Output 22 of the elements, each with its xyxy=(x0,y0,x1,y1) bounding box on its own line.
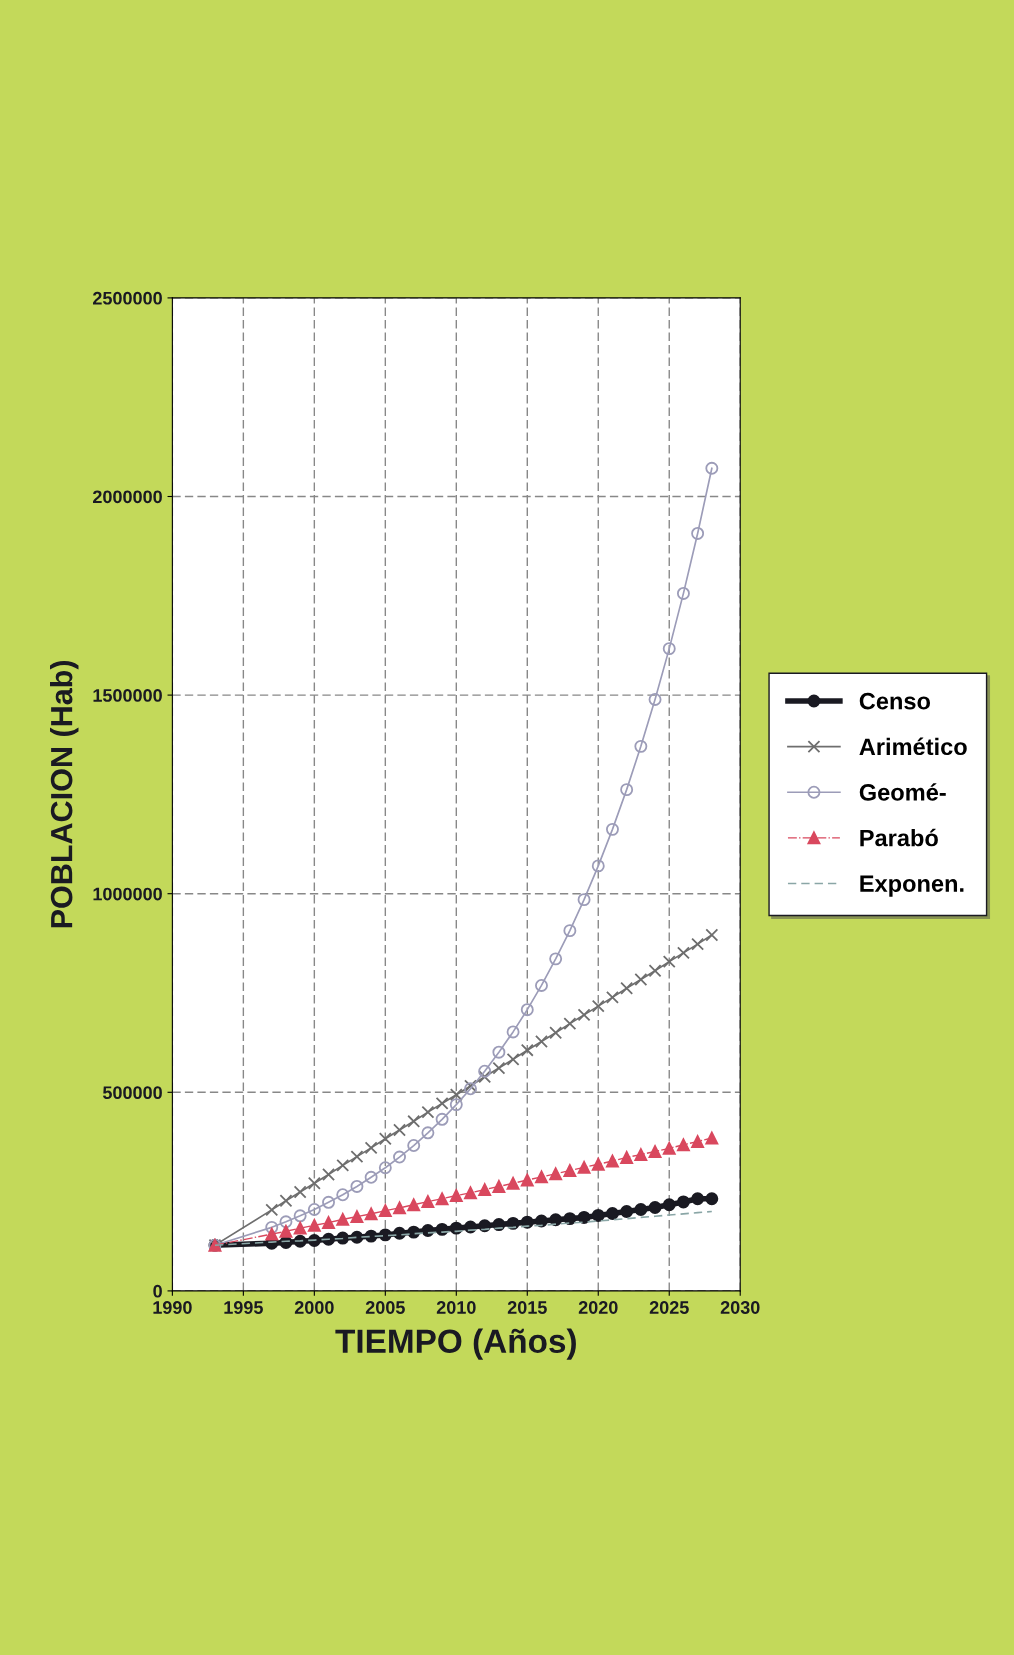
legend-label: Censo xyxy=(859,692,931,710)
y-tick-label: 1500000 xyxy=(93,689,162,702)
x-tick-label: 2000 xyxy=(294,1301,334,1314)
x-tick-label: 1995 xyxy=(224,1301,263,1314)
x-tick-label: 2030 xyxy=(720,1301,760,1314)
x-tick-label: 2005 xyxy=(365,1301,405,1314)
y-tick-label: 2000000 xyxy=(93,490,162,504)
x-tick-label: 2020 xyxy=(578,1301,618,1314)
legend-label: Parabó xyxy=(860,828,938,847)
legend-label: Geomé- xyxy=(859,783,946,801)
x-tick-label: 2015 xyxy=(507,1301,547,1314)
y-tick-label: 0 xyxy=(153,1284,162,1298)
y-axis-title: POBLACION (Hab) xyxy=(50,660,79,928)
legend-label: Arimético xyxy=(859,737,967,756)
x-tick-label: 2025 xyxy=(649,1301,689,1314)
y-tick-label: 2500000 xyxy=(93,291,162,305)
y-tick-label: 500000 xyxy=(102,1086,162,1100)
y-tick-label: 1000000 xyxy=(93,887,162,901)
legend-label: Exponen. xyxy=(860,875,964,897)
x-tick-label: 2010 xyxy=(436,1301,476,1314)
x-tick-label: 1990 xyxy=(153,1301,192,1314)
x-axis-title: TIEMPO (Años) xyxy=(335,1328,576,1360)
